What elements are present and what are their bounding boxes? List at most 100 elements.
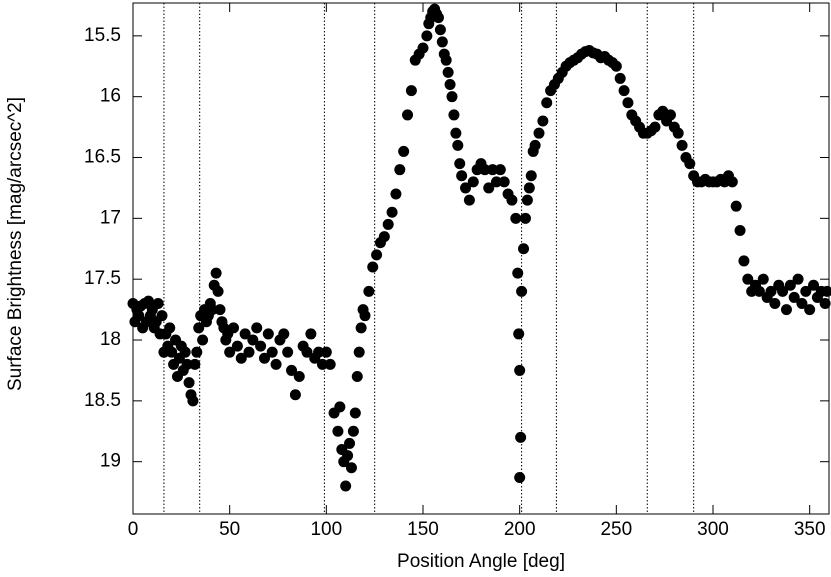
data-point <box>769 298 781 310</box>
data-point <box>382 218 394 230</box>
data-point <box>191 346 203 358</box>
y-tick-label: 15.5 <box>84 25 121 46</box>
data-point <box>819 298 831 310</box>
data-point <box>483 182 495 194</box>
data-point <box>442 66 454 78</box>
data-point <box>456 170 468 182</box>
data-point <box>730 200 742 212</box>
data-point <box>402 109 414 121</box>
data-point <box>448 109 460 121</box>
data-point <box>243 346 255 358</box>
x-axis-label: Position Angle [deg] <box>397 551 565 572</box>
x-tick-label: 350 <box>794 519 826 540</box>
data-point <box>282 346 294 358</box>
data-point <box>262 328 274 340</box>
data-point <box>521 194 533 206</box>
y-axis-label: Surface Brightness [mag/arcsec^2] <box>5 97 26 391</box>
data-point <box>359 310 371 322</box>
x-tick-label: 50 <box>219 519 240 540</box>
data-point <box>228 322 240 334</box>
data-point <box>618 85 630 97</box>
data-point <box>235 352 247 364</box>
data-point <box>513 328 525 340</box>
data-point <box>210 267 222 279</box>
data-point <box>726 176 738 188</box>
data-point <box>289 389 301 401</box>
data-point <box>164 322 176 334</box>
data-point <box>796 298 808 310</box>
data-point <box>316 358 328 370</box>
data-point <box>738 255 750 267</box>
data-point <box>417 42 429 54</box>
y-tick-label: 17.5 <box>84 268 121 289</box>
x-tick-label: 300 <box>697 519 729 540</box>
data-point <box>371 249 383 261</box>
data-point <box>614 72 626 84</box>
data-point <box>523 182 535 194</box>
data-point <box>378 231 390 243</box>
data-point <box>742 273 754 285</box>
data-point <box>516 285 528 297</box>
data-point <box>622 97 634 109</box>
data-point <box>349 407 361 419</box>
data-point <box>183 377 195 389</box>
data-point <box>355 322 367 334</box>
data-point <box>676 139 688 151</box>
data-point <box>347 425 359 437</box>
data-point <box>780 304 792 316</box>
data-point <box>537 115 549 127</box>
data-point <box>684 158 696 170</box>
data-point <box>367 261 379 273</box>
data-point <box>332 425 344 437</box>
data-point <box>305 328 317 340</box>
x-tick-label: 150 <box>407 519 439 540</box>
data-point <box>197 334 209 346</box>
data-point <box>808 279 820 291</box>
data-point <box>351 371 363 383</box>
data-point <box>251 322 263 334</box>
data-point <box>529 139 541 151</box>
data-point <box>525 170 537 182</box>
data-point <box>214 304 226 316</box>
data-point <box>340 480 352 492</box>
data-point <box>519 212 531 224</box>
data-point <box>293 371 305 383</box>
data-point <box>460 182 472 194</box>
data-point <box>206 304 218 316</box>
data-point <box>498 176 510 188</box>
data-point <box>398 145 410 157</box>
data-point <box>405 85 417 97</box>
data-point <box>320 346 332 358</box>
x-tick-label: 0 <box>128 519 139 540</box>
data-point <box>757 273 769 285</box>
plot-frame <box>132 2 830 515</box>
data-point <box>610 60 622 72</box>
data-point <box>777 285 789 297</box>
data-point <box>792 273 804 285</box>
data-point <box>313 346 325 358</box>
y-tick-label: 17 <box>100 207 121 228</box>
data-point <box>533 127 545 139</box>
data-point <box>649 121 661 133</box>
data-point <box>142 295 154 307</box>
y-tick-label: 18.5 <box>84 390 121 411</box>
y-tick-label: 18 <box>100 329 121 350</box>
data-point <box>189 358 201 370</box>
data-point <box>278 328 290 340</box>
data-point <box>258 352 270 364</box>
data-point <box>541 97 553 109</box>
x-tick-label: 100 <box>310 519 342 540</box>
data-point <box>463 194 475 206</box>
data-point <box>193 322 205 334</box>
data-point <box>390 188 402 200</box>
data-point <box>212 285 224 297</box>
data-point <box>514 364 526 376</box>
data-point <box>765 285 777 297</box>
data-point <box>784 279 796 291</box>
data-point <box>467 176 479 188</box>
data-point <box>344 437 356 449</box>
data-point <box>266 346 278 358</box>
data-point <box>672 127 684 139</box>
data-point <box>454 158 466 170</box>
